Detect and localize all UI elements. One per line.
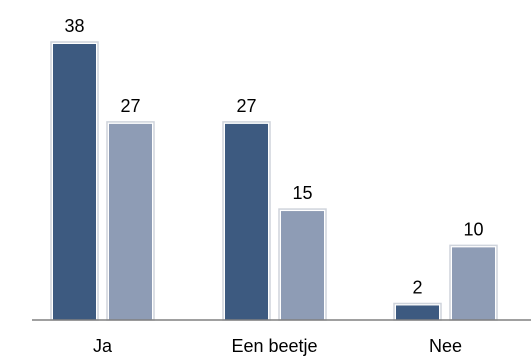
data-label: 38 (64, 16, 84, 36)
bar-ja-series-1 (53, 44, 96, 320)
bar-ja-series-2 (109, 123, 152, 320)
bar-nee-series-2 (452, 247, 495, 320)
category-label: Ja (93, 336, 113, 356)
bar-een-beetje-series-1 (225, 123, 268, 320)
data-label: 27 (236, 96, 256, 116)
bar-nee-series-1 (396, 305, 439, 320)
bar-een-beetje-series-2 (281, 211, 324, 320)
data-label: 27 (120, 96, 140, 116)
data-label: 10 (463, 219, 483, 239)
bars-layer (50, 41, 498, 321)
data-labels-layer: 38 27 27 15 2 10 (64, 16, 483, 297)
data-label: 2 (412, 277, 422, 297)
category-label: Een beetje (231, 336, 317, 356)
category-label: Nee (429, 336, 462, 356)
data-label: 15 (292, 183, 312, 203)
category-labels-layer: Ja Een beetje Nee (93, 336, 462, 356)
